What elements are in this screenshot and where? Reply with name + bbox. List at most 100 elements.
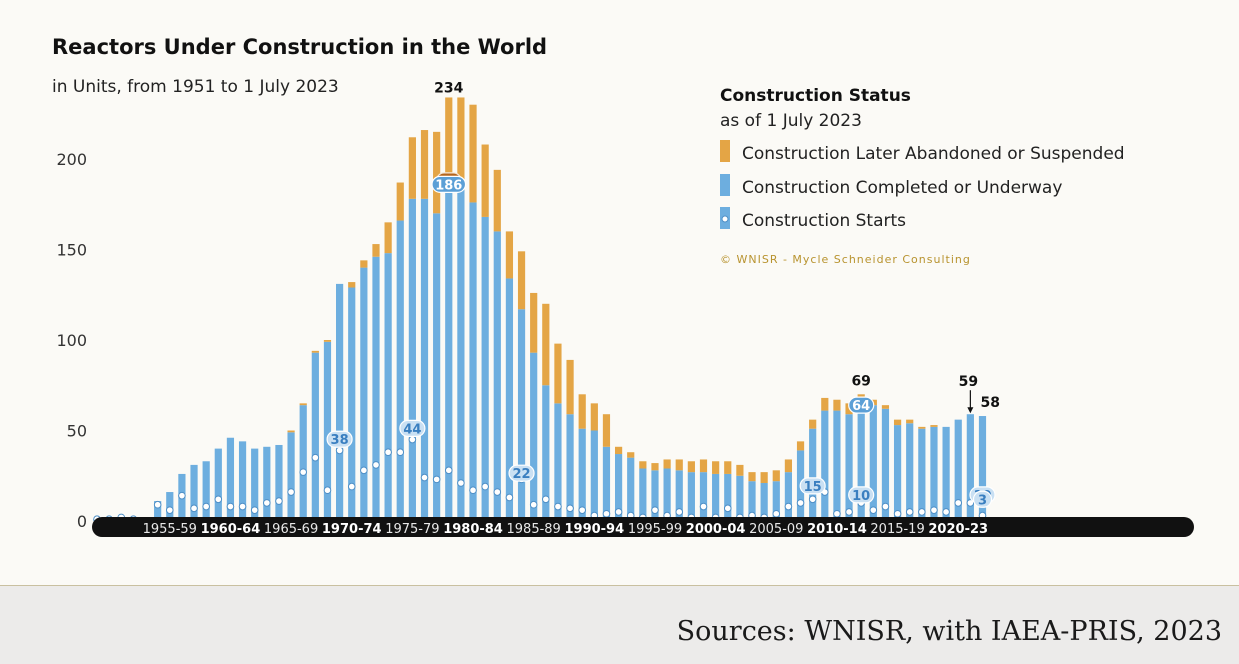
bar-completed	[336, 283, 344, 521]
bar-abandoned	[663, 459, 671, 469]
legend-item-starts: Construction Starts	[742, 211, 906, 231]
bar-completed	[457, 186, 465, 521]
bar-completed	[578, 428, 586, 521]
x-tick-label: 2005-09	[749, 522, 803, 537]
bar-completed	[542, 385, 550, 521]
bar-abandoned	[699, 459, 708, 473]
bar-completed	[469, 202, 477, 521]
bar-abandoned	[881, 405, 890, 409]
total-59-arrow	[967, 407, 974, 414]
bar-completed	[893, 425, 902, 521]
bar-completed	[869, 405, 877, 521]
source-text: Sources: WNISR, with IAEA-PRIS, 2023	[676, 616, 1222, 647]
bar-completed	[978, 416, 987, 521]
bar-completed	[809, 428, 817, 521]
bar-completed	[214, 448, 222, 521]
bar-abandoned	[675, 459, 683, 471]
start-marker	[481, 482, 489, 491]
bar-completed	[663, 468, 671, 521]
bar-completed	[760, 482, 768, 521]
start-marker	[299, 468, 308, 476]
start-marker	[578, 506, 587, 514]
x-tick-label: 1955-59	[143, 522, 197, 537]
start-marker	[614, 508, 623, 516]
start-marker	[190, 504, 198, 513]
start-marker	[651, 506, 659, 514]
bar-abandoned	[554, 343, 562, 404]
bar-abandoned	[930, 425, 938, 427]
bar-abandoned	[530, 292, 538, 353]
bar-completed	[311, 352, 319, 521]
bar-abandoned	[748, 472, 756, 482]
start-marker	[918, 508, 926, 516]
bar-completed	[590, 430, 598, 521]
bar-abandoned	[493, 169, 501, 232]
footer: Sources: WNISR, with IAEA-PRIS, 2023	[0, 586, 1239, 664]
y-tick-label: 50	[67, 422, 87, 441]
bar-abandoned	[712, 461, 720, 474]
bar-abandoned	[566, 359, 574, 415]
bar-abandoned	[457, 97, 465, 187]
start-marker	[311, 453, 320, 462]
bar-completed	[699, 472, 708, 521]
bar-completed	[954, 419, 962, 521]
bar-abandoned	[687, 461, 695, 473]
total-label: 58	[980, 395, 999, 411]
chart-title: Reactors Under Construction in the World	[52, 35, 547, 59]
x-tick-label: 1980-84	[443, 522, 503, 537]
y-tick-label: 200	[56, 150, 87, 169]
bar-abandoned	[651, 463, 659, 471]
value-pill-label: 22	[513, 467, 531, 482]
legend-item-completed: Construction Completed or Underway	[742, 178, 1062, 198]
bar-abandoned	[384, 222, 392, 254]
bar-abandoned	[360, 260, 368, 268]
value-pill-label: 3	[978, 493, 987, 508]
start-marker	[444, 466, 453, 475]
bar-completed	[433, 213, 441, 522]
start-marker	[554, 502, 562, 511]
x-tick-label: 1995-99	[628, 522, 682, 537]
copyright-text: © WNISR - Mycle Schneider Consulting	[720, 253, 971, 266]
bar-abandoned	[639, 461, 647, 469]
x-tick-label: 1965-69	[264, 522, 318, 537]
value-pill	[799, 477, 826, 495]
bar-completed	[226, 437, 235, 521]
bar-completed	[566, 414, 574, 521]
bar-abandoned	[784, 459, 793, 473]
bar-completed	[360, 267, 368, 521]
start-marker	[396, 448, 405, 457]
bar-completed	[420, 198, 429, 521]
bar-abandoned	[420, 130, 429, 199]
start-marker	[457, 479, 465, 487]
value-pill-label: 15	[804, 480, 822, 495]
start-marker	[796, 499, 805, 507]
value-pill-label: 44	[403, 422, 421, 437]
x-tick-label: 2010-14	[807, 522, 867, 537]
bar-completed	[263, 446, 271, 521]
bar-completed	[772, 481, 780, 521]
bar-completed	[857, 405, 865, 521]
y-tick-label: 150	[56, 241, 87, 260]
start-marker	[165, 506, 174, 514]
start-marker	[505, 493, 514, 502]
value-pill	[848, 486, 875, 504]
bar-completed	[396, 220, 404, 522]
bar-completed	[675, 470, 683, 521]
bar-completed	[202, 461, 210, 521]
total-label: 69	[851, 373, 870, 389]
bar-completed	[966, 414, 974, 521]
value-pill-label: 64	[852, 399, 870, 414]
start-marker	[226, 502, 235, 511]
bar-completed	[784, 472, 793, 521]
bar-abandoned	[906, 419, 914, 424]
start-marker	[930, 506, 938, 514]
bar-abandoned	[833, 399, 841, 411]
start-marker	[723, 504, 732, 513]
start-marker	[566, 504, 574, 513]
bar-abandoned	[469, 104, 477, 203]
bar-completed	[930, 426, 938, 521]
legend: Construction Status as of 1 July 2023 Co…	[720, 86, 1125, 266]
x-tick-label: 1985-89	[507, 522, 561, 537]
start-marker	[238, 502, 247, 511]
bar-completed	[323, 341, 332, 521]
